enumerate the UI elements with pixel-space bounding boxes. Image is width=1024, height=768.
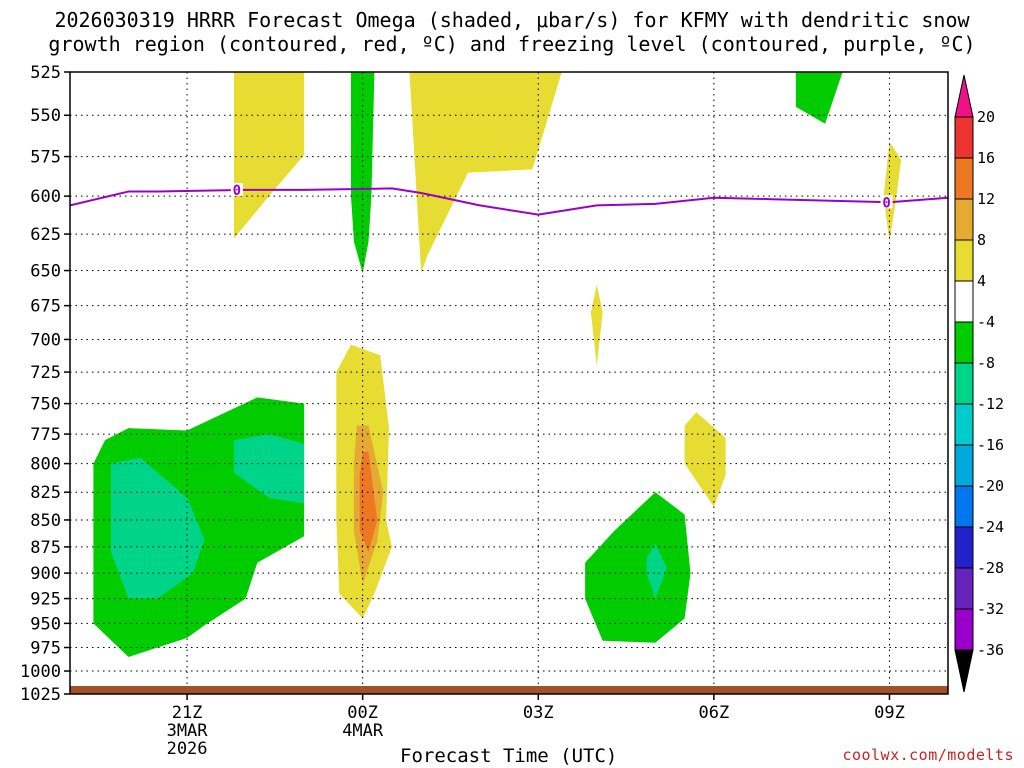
colorbar-bin-10 [954, 526, 974, 569]
colorbar-bin-11 [954, 567, 974, 610]
y-tick-label-675: 675 [30, 297, 61, 317]
title-line-2: growth region (contoured, red, ºC) and f… [48, 32, 976, 56]
colorbar-bin-4 [954, 280, 974, 323]
y-tick-label-800: 800 [30, 455, 61, 475]
x-tick-label-03Z: 03Z [523, 703, 554, 723]
freezing-level-label-1: 0 [882, 195, 890, 211]
y-tick-label-575: 575 [30, 148, 61, 168]
colorbar-label-7: -12 [977, 395, 1004, 413]
colorbar-label-2: 12 [977, 190, 995, 208]
y-tick-label-925: 925 [30, 590, 61, 610]
x-tick-label-21Z: 21Z [172, 703, 203, 723]
y-tick-label-950: 950 [30, 614, 61, 634]
colorbar-label-3: 8 [977, 231, 986, 249]
colorbar-arrow-top [954, 74, 974, 118]
colorbar-label-5: -4 [977, 313, 995, 331]
omega-region-16 [646, 543, 667, 599]
colorbar-label-10: -24 [977, 518, 1004, 536]
omega-region-2 [351, 72, 375, 274]
y-tick-label-825: 825 [30, 483, 61, 503]
freezing-label-bg-0 [230, 182, 243, 196]
terrain-bar [70, 686, 948, 694]
y-tick-label-625: 625 [30, 225, 61, 245]
omega-region-0 [233, 72, 305, 239]
terrain-strip [70, 686, 948, 694]
y-tick-label-650: 650 [30, 262, 61, 282]
x-axis-label: Forecast Time (UTC) [400, 745, 618, 767]
chart-title: 2026030319 HRRR Forecast Omega (shaded, … [0, 8, 1024, 56]
omega-region-5 [883, 141, 902, 242]
y-tick-label-725: 725 [30, 363, 61, 383]
colorbar-arrow-bottom [954, 649, 974, 693]
freezing-label-bg-1 [880, 195, 893, 209]
y-axis-ticks: 525 550 575 600 625 650 675 700 725 750 775 800 825 8… [20, 63, 70, 705]
colorbar-label-4: 4 [977, 272, 986, 290]
omega-shaded-regions [93, 72, 902, 657]
freezing-level-contour: 00 [70, 182, 948, 216]
colorbar-label-6: -8 [977, 354, 995, 372]
colorbar-bin-9 [954, 485, 974, 528]
y-tick-label-1025: 1025 [20, 685, 61, 705]
colorbar: 20 16 12 8 4 -4 -8 -12 -16 -20 -24 -28 -32 -36 [954, 74, 1004, 693]
y-tick-label-900: 900 [30, 564, 61, 584]
freezing-level-label-0: 0 [233, 183, 241, 199]
omega-region-1 [409, 72, 562, 274]
y-tick-label-750: 750 [30, 395, 61, 415]
omega-region-10 [684, 412, 726, 507]
colorbar-label-9: -20 [977, 477, 1004, 495]
y-tick-label-975: 975 [30, 639, 61, 659]
colorbar-bin-5 [954, 321, 974, 364]
y-tick-label-550: 550 [30, 106, 61, 126]
x-tick-label-09Z: 09Z [874, 703, 905, 723]
x-tick-label-00Z: 00Z [347, 703, 378, 723]
x-tick-label-06Z: 06Z [699, 703, 730, 723]
colorbar-label-1: 16 [977, 149, 995, 167]
omega-region-15 [585, 492, 691, 643]
colorbar-bin-0 [954, 116, 974, 159]
colorbar-bin-1 [954, 157, 974, 200]
y-tick-label-875: 875 [30, 538, 61, 558]
colorbar-bin-7 [954, 403, 974, 446]
x-tick-sublabel-21Z-1: 2026 [167, 739, 208, 759]
colorbar-label-13: -36 [977, 641, 1004, 659]
title-line-1: 2026030319 HRRR Forecast Omega (shaded, … [54, 8, 970, 32]
plot-frame [69, 71, 949, 695]
x-tick-sublabel-00Z-0: 4MAR [342, 721, 384, 741]
y-tick-label-775: 775 [30, 425, 61, 445]
colorbar-bin-6 [954, 362, 974, 405]
omega-region-13 [111, 457, 205, 599]
colorbar-label-11: -28 [977, 559, 1004, 577]
colorbar-bin-3 [954, 239, 974, 282]
freezing-level-line [70, 187, 948, 216]
y-tick-label-850: 850 [30, 511, 61, 531]
x-axis-ticks: 21Z3MAR202600Z4MAR03Z06Z09Z12Z [167, 694, 905, 759]
omega-region-3 [795, 72, 843, 124]
omega-region-9 [359, 451, 378, 553]
colorbar-bin-8 [954, 444, 974, 487]
y-tick-label-600: 600 [30, 187, 61, 207]
colorbar-label-0: 20 [977, 108, 995, 126]
credit-link[interactable]: coolwx.com/modelts [842, 746, 1014, 764]
colorbar-label-8: -16 [977, 436, 1004, 454]
colorbar-bin-2 [954, 198, 974, 241]
colorbar-label-12: -32 [977, 600, 1004, 618]
grid-lines [70, 72, 948, 694]
omega-region-6 [590, 284, 603, 366]
y-tick-label-700: 700 [30, 330, 61, 350]
x-tick-sublabel-21Z-0: 3MAR [167, 721, 209, 741]
y-tick-label-1000: 1000 [20, 662, 61, 682]
colorbar-bin-12 [954, 608, 974, 651]
y-tick-label-525: 525 [30, 63, 61, 83]
omega-region-14 [233, 434, 305, 504]
